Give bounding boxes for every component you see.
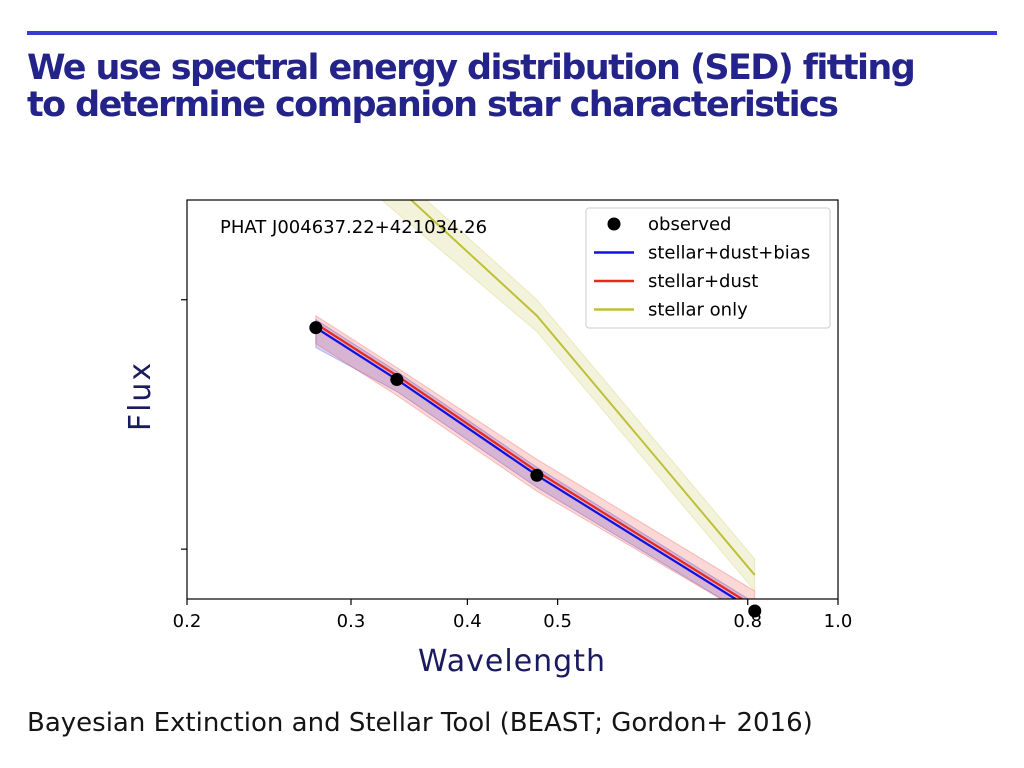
x-tick-label: 0.8 (733, 611, 762, 632)
observed-point (530, 468, 544, 482)
object-annotation: PHAT J004637.22+421034.26 (220, 217, 487, 238)
legend-label: stellar only (648, 300, 748, 321)
legend-marker (607, 217, 621, 231)
observed-points (309, 321, 762, 618)
plot-frame (186, 199, 839, 600)
x-tick-label: 0.5 (543, 611, 572, 632)
legend-label: stellar+dust (648, 271, 758, 292)
observed-point (309, 321, 323, 335)
x-tick-label: 0.4 (453, 611, 482, 632)
series-lines (315, 200, 756, 599)
x-tick-label: 0.2 (173, 611, 202, 632)
line-stellar-dust-bias (315, 326, 738, 599)
legend: observed stellar+dust+bias stellar+dust ste… (585, 207, 831, 329)
sed-chart: 0.2 0.3 0.4 0.5 0.8 1.0 PHAT J004637.22+42103… (123, 199, 853, 679)
x-axis-label: Wavelength (418, 644, 606, 679)
legend-box (585, 207, 831, 329)
x-axis-ticks: 0.2 0.3 0.4 0.5 0.8 1.0 (173, 599, 853, 632)
y-axis-label: Flux (123, 361, 158, 431)
legend-label: observed (648, 214, 731, 235)
band-stellar-dust (315, 314, 756, 599)
y-axis-ticks (181, 299, 187, 550)
x-tick-label: 1.0 (824, 611, 853, 632)
observed-point (390, 373, 404, 387)
slide-title-line-1: We use spectral energy distribution (SED… (27, 48, 916, 88)
band-stellar-dust-bias (315, 318, 750, 599)
slide-title: We use spectral energy distribution (SED… (27, 50, 1002, 124)
footer-citation: Bayesian Extinction and Stellar Tool (BE… (27, 708, 813, 738)
band-stellar-only (380, 200, 756, 593)
x-tick-label: 0.3 (337, 611, 366, 632)
uncertainty-bands (315, 200, 756, 599)
observed-point (748, 604, 762, 618)
slide-title-line-2: to determine companion star characterist… (27, 85, 839, 125)
line-stellar-dust (315, 322, 745, 599)
line-stellar-only (409, 200, 756, 576)
title-rule (27, 31, 997, 35)
legend-label: stellar+dust+bias (648, 243, 810, 264)
